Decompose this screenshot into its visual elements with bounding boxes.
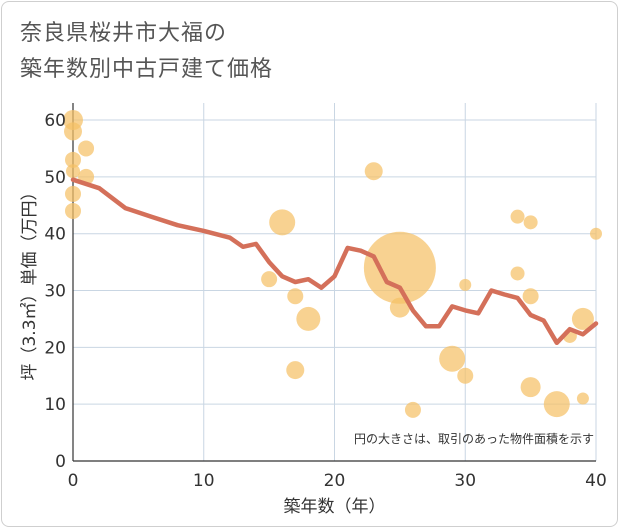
data-bubble: [510, 266, 525, 281]
data-bubble: [65, 202, 81, 219]
data-bubble: [389, 297, 410, 318]
data-bubble: [459, 278, 472, 291]
x-tick-label: 10: [193, 471, 215, 491]
data-bubble: [457, 367, 474, 384]
average-line: [70, 177, 599, 346]
bubble-layer: [63, 110, 602, 418]
y-tick-label: 60: [44, 111, 66, 131]
y-axis-label: 坪（3.3㎡）単価（万円）: [20, 183, 40, 380]
data-bubble: [363, 231, 436, 304]
tick-labels: 0 10 20 30 40 0 10 20 30 40 50 60: [44, 111, 606, 491]
data-bubble: [296, 306, 321, 331]
data-bubble: [571, 307, 594, 330]
data-bubble: [364, 162, 383, 181]
data-bubble: [65, 185, 81, 202]
data-bubble: [287, 288, 304, 305]
line-layer: [70, 177, 599, 346]
y-tick-label: 40: [44, 225, 66, 245]
data-bubble: [510, 209, 525, 224]
y-tick-label: 50: [44, 168, 66, 188]
data-bubble: [523, 215, 538, 230]
data-bubble: [576, 392, 589, 405]
grid-lines: [72, 103, 597, 462]
data-bubble: [78, 140, 95, 157]
data-bubble: [286, 361, 305, 380]
chart-title-line1: 奈良県桜井市大福の: [20, 21, 228, 46]
x-axis-label: 築年数（年）: [284, 497, 386, 517]
data-bubble: [439, 345, 466, 372]
data-bubble: [64, 122, 82, 141]
data-bubble: [404, 401, 421, 418]
data-bubble: [261, 271, 278, 288]
y-tick-label: 20: [44, 338, 66, 358]
y-tick-label: 10: [44, 395, 66, 415]
data-bubble: [590, 227, 602, 240]
y-tick-label: 0: [55, 452, 66, 472]
chart-title-line2: 築年数別中古戸建て価格: [20, 57, 274, 82]
x-tick-label: 0: [68, 471, 79, 491]
data-bubble: [269, 209, 296, 236]
data-bubble: [543, 391, 570, 418]
data-bubble: [66, 164, 80, 179]
data-bubble: [520, 377, 541, 398]
data-bubble: [65, 151, 81, 168]
data-bubble: [522, 288, 539, 305]
x-tick-label: 20: [324, 471, 346, 491]
x-tick-label: 40: [585, 471, 607, 491]
x-tick-label: 30: [454, 471, 476, 491]
y-tick-label: 30: [44, 282, 66, 302]
bubble-size-note: 円の大きさは、取引のあった物件面積を示す: [354, 431, 594, 446]
chart-title: 奈良県桜井市大福の 築年数別中古戸建て価格: [20, 16, 273, 88]
